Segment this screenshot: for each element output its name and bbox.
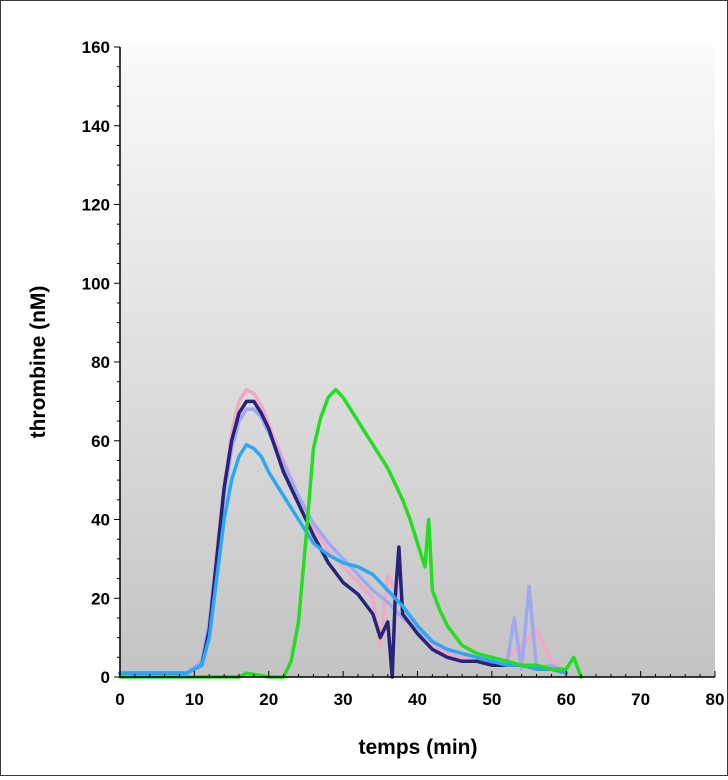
x-axis-title: temps (min): [358, 736, 477, 759]
y-tick-label: 60: [91, 432, 110, 451]
y-tick-label: 120: [82, 196, 110, 215]
x-tick-label: 10: [185, 690, 204, 709]
series-line-3: [118, 399, 569, 679]
y-tick-label: 80: [91, 353, 110, 372]
x-tick-label: 80: [706, 690, 725, 709]
series-layer: [118, 387, 583, 679]
y-tick-label: 20: [91, 589, 110, 608]
series-line-5: [118, 387, 583, 679]
x-tick-label: 0: [115, 690, 124, 709]
x-tick-label: 50: [482, 690, 501, 709]
x-tick-label: 40: [408, 690, 427, 709]
x-tick-label: 60: [557, 690, 576, 709]
series-line-4: [118, 442, 569, 675]
axes-layer: [114, 46, 716, 678]
tick-labels: 0 20 40 60 80 100 120 140 160 0 10 20 30 40 50 60 70 80: [82, 38, 725, 709]
y-tick-label: 140: [82, 117, 110, 136]
x-tick-label: 20: [259, 690, 278, 709]
y-tick-label: 40: [91, 511, 110, 530]
y-tick-label: 100: [82, 274, 110, 293]
y-axis-title: thrombine (nM): [27, 286, 50, 439]
plot-area: [120, 47, 715, 677]
x-tick-label: 70: [631, 690, 650, 709]
x-tick-label: 30: [334, 690, 353, 709]
y-tick-label: 0: [101, 668, 110, 687]
y-tick-label: 160: [82, 38, 110, 57]
